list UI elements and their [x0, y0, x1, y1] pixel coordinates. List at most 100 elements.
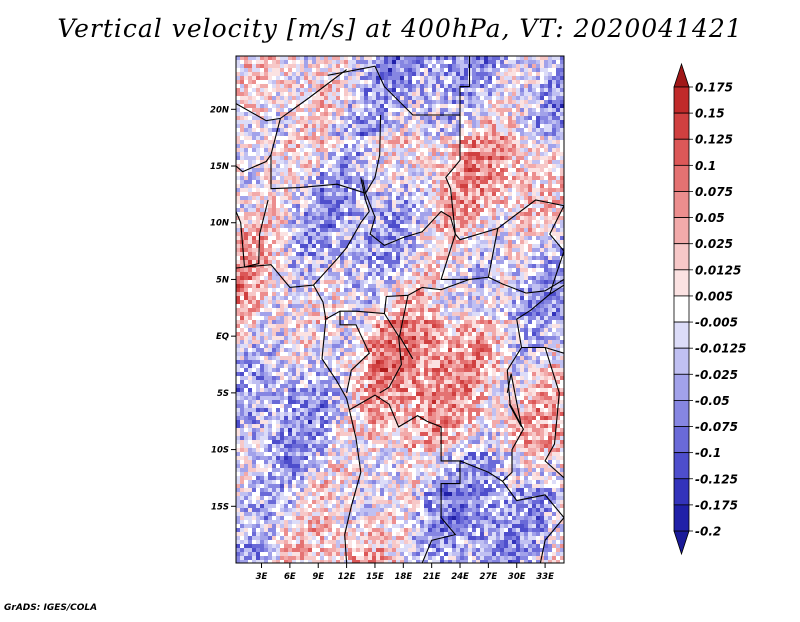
field-cell [508, 164, 513, 169]
field-cell [504, 84, 509, 89]
field-cell [508, 280, 513, 285]
field-cell [544, 204, 549, 209]
field-cell [292, 264, 297, 269]
field-cell [472, 128, 477, 133]
field-cell [308, 92, 313, 97]
field-cell [336, 232, 341, 237]
field-cell [536, 280, 541, 285]
field-cell [280, 284, 285, 289]
field-cell [256, 72, 261, 77]
field-cell [524, 72, 529, 77]
field-cell [456, 204, 461, 209]
field-cell [240, 188, 245, 193]
field-cell [372, 132, 377, 137]
field-cell [356, 128, 361, 133]
field-cell [316, 180, 321, 185]
field-cell [348, 256, 353, 261]
field-cell [316, 192, 321, 197]
field-cell [492, 140, 497, 145]
field-cell [460, 260, 465, 265]
field-cell [332, 68, 337, 73]
field-cell [464, 172, 469, 177]
field-cell [472, 216, 477, 221]
field-cell [420, 272, 425, 277]
field-cell [556, 180, 561, 185]
field-cell [440, 92, 445, 97]
field-cell [352, 288, 357, 293]
field-cell [284, 296, 289, 301]
field-cell [360, 260, 365, 265]
field-cell [280, 124, 285, 129]
field-cell [528, 264, 533, 269]
field-cell [256, 276, 261, 281]
field-cell [244, 184, 249, 189]
field-cell [236, 156, 241, 161]
field-cell [472, 152, 477, 157]
field-cell [264, 124, 269, 129]
field-cell [456, 260, 461, 265]
field-cell [484, 176, 489, 181]
field-cell [272, 208, 277, 213]
field-cell [328, 224, 333, 229]
field-cell [560, 68, 564, 73]
field-cell [520, 80, 525, 85]
field-cell [420, 84, 425, 89]
field-cell [316, 152, 321, 157]
field-cell [552, 248, 557, 253]
field-cell [276, 56, 281, 61]
field-cell [492, 132, 497, 137]
field-cell [464, 76, 469, 81]
field-cell [536, 156, 541, 161]
field-cell [356, 264, 361, 269]
field-cell [448, 204, 453, 209]
field-cell [444, 268, 449, 273]
field-cell [356, 168, 361, 173]
field-cell [536, 272, 541, 277]
field-cell [280, 228, 285, 233]
field-cell [248, 228, 253, 233]
field-cell [540, 60, 545, 65]
field-cell [416, 84, 421, 89]
field-cell [388, 224, 393, 229]
field-cell [292, 220, 297, 225]
field-cell [504, 200, 509, 205]
field-cell [520, 108, 525, 113]
field-cell [476, 256, 481, 261]
field-cell [256, 232, 261, 237]
field-cell [264, 288, 269, 293]
field-cell [364, 260, 369, 265]
field-cell [292, 260, 297, 265]
field-cell [312, 176, 317, 181]
field-cell [524, 112, 529, 117]
field-cell [440, 288, 445, 293]
field-cell [520, 220, 525, 225]
field-cell [532, 236, 537, 241]
field-cell [304, 200, 309, 205]
field-cell [424, 148, 429, 153]
field-cell [312, 68, 317, 73]
field-cell [312, 216, 317, 221]
field-cell [536, 84, 541, 89]
field-cell [556, 140, 561, 145]
field-cell [404, 156, 409, 161]
field-cell [356, 96, 361, 101]
field-cell [268, 76, 273, 81]
field-cell [284, 152, 289, 157]
field-cell [264, 132, 269, 137]
field-cell [508, 76, 513, 81]
field-cell [428, 132, 433, 137]
field-cell [516, 160, 521, 165]
field-cell [396, 264, 401, 269]
field-cell [372, 108, 377, 113]
field-cell [348, 248, 353, 253]
field-cell [440, 256, 445, 261]
field-cell [340, 96, 345, 101]
field-cell [532, 108, 537, 113]
field-cell [472, 80, 477, 85]
field-cell [320, 212, 325, 217]
field-cell [472, 272, 477, 277]
field-cell [336, 240, 341, 245]
field-cell [424, 100, 429, 105]
field-cell [348, 224, 353, 229]
field-cell [412, 200, 417, 205]
